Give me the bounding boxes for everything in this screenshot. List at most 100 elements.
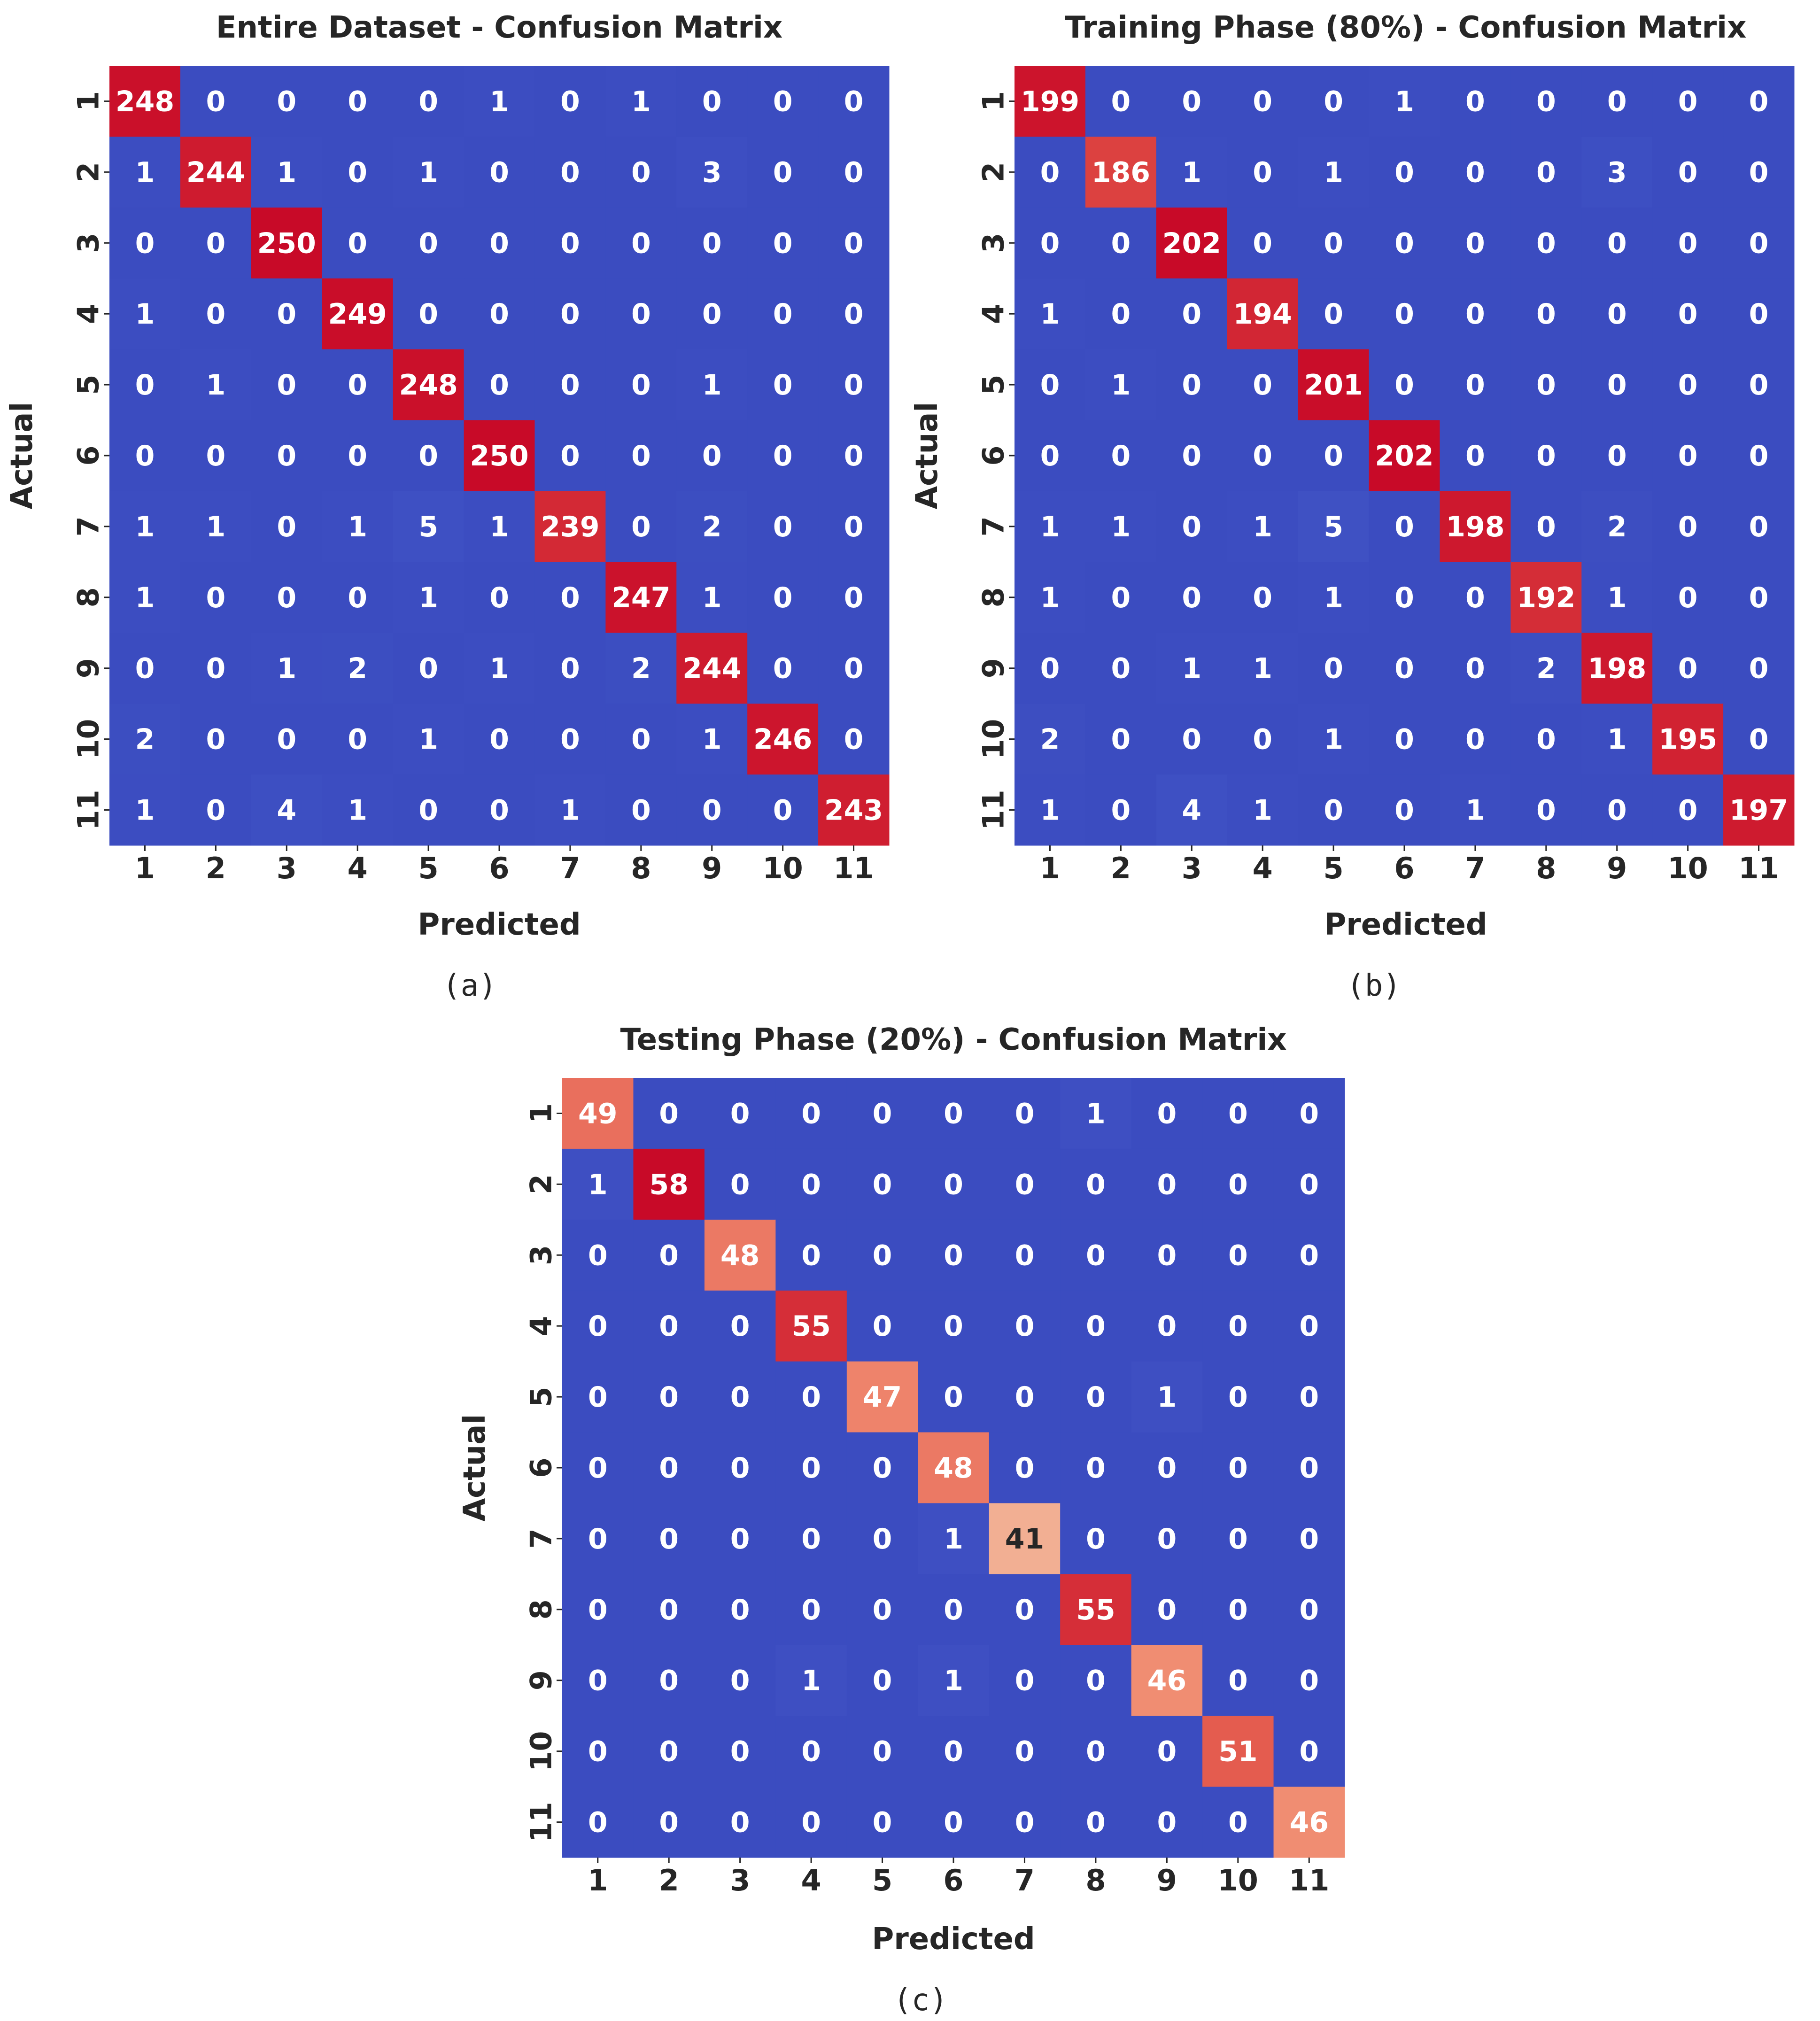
y-tick-label-4: 4 (524, 1316, 558, 1336)
cell-value-5-1: 0 (1040, 369, 1060, 402)
cell-6-5 (1298, 420, 1370, 491)
cell-value-2-2: 244 (186, 156, 245, 189)
cell-value-3-1: 0 (1040, 227, 1060, 260)
cell-value-8-6: 0 (489, 581, 509, 614)
cell-value-5-4: 0 (1253, 369, 1272, 402)
cell-value-8-6: 0 (1394, 581, 1414, 614)
cell-11-7 (534, 774, 606, 846)
cell-value-10-7: 0 (1465, 723, 1485, 756)
cell-6-9 (1581, 420, 1653, 491)
cell-3-9 (1581, 207, 1653, 279)
cell-value-3-9: 0 (1157, 1239, 1177, 1272)
cell-value-9-2: 0 (206, 652, 225, 685)
cell-value-1-2: 0 (659, 1097, 679, 1130)
cell-value-11-1: 1 (135, 794, 155, 827)
cell-value-3-6: 0 (944, 1239, 963, 1272)
cell-5-9 (1581, 349, 1653, 421)
cell-value-9-8: 0 (1086, 1665, 1106, 1697)
cell-value-1-10: 0 (773, 85, 793, 118)
cell-value-7-9: 2 (702, 511, 722, 543)
panel-b-caption: (b) (1347, 968, 1401, 1003)
cell-10-6 (1369, 704, 1440, 775)
cell-3-2 (633, 1219, 705, 1291)
cell-4-10 (747, 278, 819, 350)
cell-7-10 (747, 491, 819, 562)
panel-b-xlabel: Predicted (1324, 907, 1487, 942)
cell-9-3 (704, 1645, 776, 1716)
x-tick-label-6: 6 (1394, 851, 1414, 885)
cell-11-9 (1131, 1787, 1203, 1858)
cell-3-7 (1440, 207, 1511, 279)
cell-value-4-5: 0 (873, 1310, 892, 1343)
cell-2-1 (1015, 136, 1086, 208)
cell-10-3 (704, 1716, 776, 1787)
cell-4-8 (1510, 278, 1582, 350)
cell-value-3-10: 0 (1678, 227, 1698, 260)
cell-value-5-4: 0 (801, 1381, 821, 1414)
cell-value-4-4: 249 (328, 298, 387, 331)
cell-value-8-5: 0 (873, 1594, 892, 1626)
cell-value-2-4: 0 (348, 156, 367, 189)
cell-4-3 (251, 278, 323, 350)
cell-value-11-10: 0 (1678, 794, 1698, 827)
cell-2-4 (775, 1148, 847, 1220)
cell-value-10-8: 0 (631, 723, 651, 756)
cell-value-11-6: 0 (489, 794, 509, 827)
cell-value-9-1: 0 (1040, 652, 1060, 685)
cell-2-1 (562, 1148, 634, 1220)
x-tick-label-8: 8 (1536, 851, 1556, 885)
cell-value-3-5: 0 (418, 227, 438, 260)
cell-value-8-9: 1 (1607, 581, 1627, 614)
cell-5-9 (676, 349, 748, 421)
cell-value-1-4: 0 (1253, 85, 1272, 118)
cell-value-2-3: 1 (1182, 156, 1201, 189)
cell-9-6 (918, 1645, 990, 1716)
cell-value-8-1: 1 (135, 581, 155, 614)
cell-value-7-10: 0 (773, 511, 793, 543)
cell-value-9-11: 0 (844, 652, 864, 685)
cell-value-5-3: 0 (1182, 369, 1201, 402)
cell-8-2 (180, 562, 252, 633)
x-tick-label-6: 6 (943, 1863, 963, 1897)
cell-7-7 (1440, 491, 1511, 562)
cell-value-6-2: 0 (659, 1452, 679, 1485)
cell-value-11-3: 4 (1182, 794, 1201, 827)
panel-c-heatmap: 49 0 0 0 0 0 0 1 0 0 01 58 0 0 0 0 0 0 0 0 00 0 48 0 0 0 0 0 0 0 00 0 0 5… (524, 1078, 1345, 1897)
cell-value-9-6: 0 (1394, 652, 1414, 685)
cell-3-3 (251, 207, 323, 279)
x-tick-label-9: 9 (702, 851, 722, 885)
cell-11-8 (1060, 1787, 1132, 1858)
cell-value-10-11: 0 (1299, 1735, 1319, 1768)
y-tick-label-8: 8 (71, 587, 106, 607)
cell-10-2 (1085, 704, 1157, 775)
cell-8-10 (747, 562, 819, 633)
cell-11-2 (180, 774, 252, 846)
cell-11-6 (1369, 774, 1440, 846)
cell-2-8 (1510, 136, 1582, 208)
cell-value-11-10: 0 (773, 794, 793, 827)
cell-6-10 (1652, 420, 1724, 491)
cell-3-4 (322, 207, 394, 279)
cell-11-4 (1227, 774, 1299, 846)
cell-7-2 (180, 491, 252, 562)
cell-value-1-2: 0 (206, 85, 225, 118)
cell-1-7 (534, 66, 606, 137)
cell-1-10 (747, 66, 819, 137)
cell-9-2 (180, 633, 252, 704)
panel-b-title: Training Phase (80%) - Confusion Matrix (1065, 10, 1747, 45)
panel-c-ylabel: Actual (457, 1414, 492, 1522)
cell-6-5 (393, 420, 465, 491)
cell-10-4 (322, 704, 394, 775)
cell-11-9 (676, 774, 748, 846)
cell-1-7 (1440, 66, 1511, 137)
cell-7-6 (464, 491, 535, 562)
cell-value-11-5: 0 (873, 1806, 892, 1839)
cell-2-10 (1652, 136, 1724, 208)
cell-value-5-11: 0 (1299, 1381, 1319, 1414)
cell-11-10 (747, 774, 819, 846)
cell-value-2-4: 0 (801, 1168, 821, 1201)
cell-3-8 (605, 207, 677, 279)
y-tick-label-1: 1 (976, 91, 1011, 111)
cell-value-10-4: 0 (348, 723, 367, 756)
cell-value-2-6: 0 (489, 156, 509, 189)
